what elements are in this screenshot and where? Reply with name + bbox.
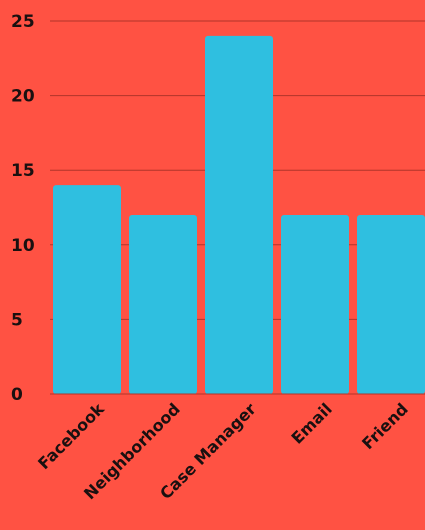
- y-tick-label: 5: [11, 310, 23, 330]
- bar-email: [281, 214, 349, 394]
- y-tick-label: 10: [11, 236, 35, 256]
- y-axis-tick-labels: 0 5 10 15 20 25: [11, 12, 35, 405]
- y-tick-label: 15: [11, 161, 35, 181]
- bar-neighborhood: [129, 214, 197, 394]
- x-tick-label: Email: [287, 399, 335, 447]
- bar-friend: [357, 214, 425, 394]
- bar-case-manager: [205, 35, 273, 395]
- y-tick-label: 0: [11, 385, 23, 405]
- bars: [53, 35, 425, 395]
- y-tick-label: 20: [11, 87, 35, 107]
- x-tick-label: Facebook: [34, 399, 108, 473]
- x-tick-label: Friend: [358, 399, 412, 453]
- y-tick-label: 25: [11, 12, 35, 32]
- bar-facebook: [53, 185, 121, 394]
